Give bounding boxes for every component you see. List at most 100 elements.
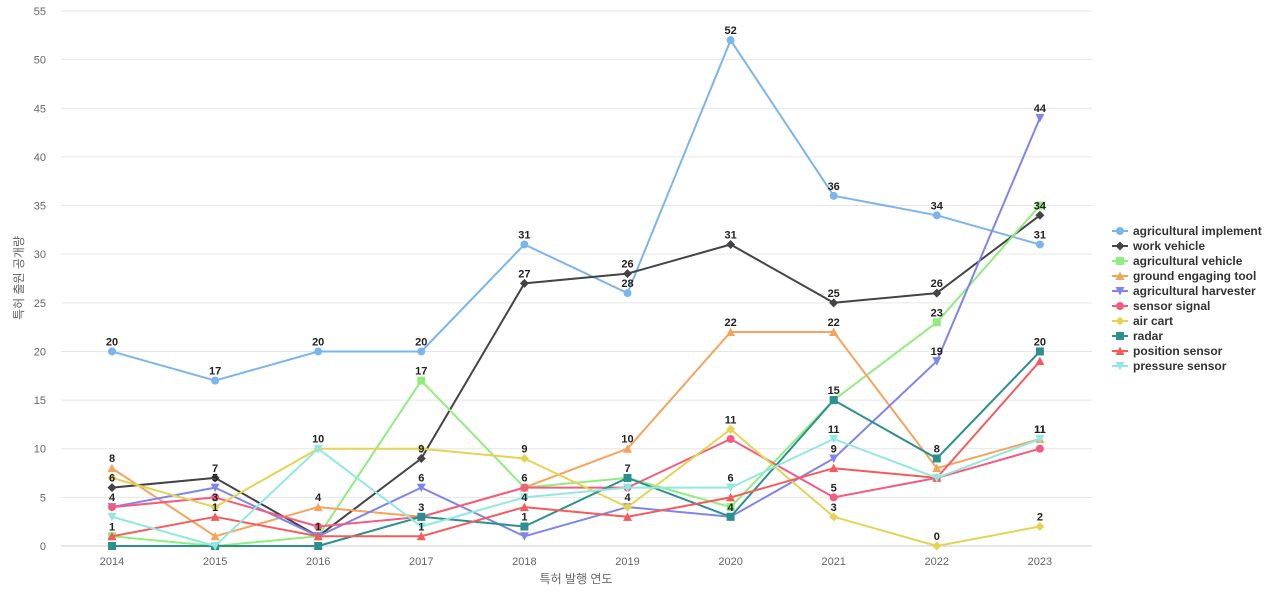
data-point [416,444,426,454]
data-label: 20 [106,336,118,348]
data-point [932,211,941,220]
y-axis-ticks: 0 5 10 15 20 25 30 35 40 45 50 55 [34,6,46,553]
data-point [520,240,529,249]
legend-marker [1116,227,1124,235]
data-label: 25 [828,288,840,300]
legend-item[interactable]: agricultural vehicle [1112,254,1243,268]
data-point [829,493,838,502]
data-point [108,347,116,356]
series-line [111,204,1041,547]
data-label: 7 [624,463,630,475]
data-point [726,492,736,502]
legend-item[interactable]: sensor signal [1112,299,1210,313]
data-label: 11 [828,424,840,436]
y-tick-label: 15 [34,395,46,407]
data-point [932,473,942,483]
x-axis-title: 특허 발행 연도 [540,571,613,586]
data-label: 4 [315,492,322,504]
legend-marker [1116,257,1124,265]
data-point [211,376,220,385]
data-point [623,444,632,453]
legend-item[interactable]: ground engaging tool [1112,269,1256,283]
data-point [726,239,736,249]
data-label: 22 [828,317,840,329]
data-point [829,327,839,336]
legend-item[interactable]: position sensor [1112,344,1223,358]
legend-item[interactable]: agricultural implement [1112,224,1262,238]
legend-item[interactable]: agricultural harvester [1112,284,1256,298]
data-point [210,531,220,541]
y-tick-label: 25 [34,298,46,310]
data-point [1035,210,1045,220]
series-group [107,36,1045,551]
y-tick-label: 5 [40,492,46,504]
series-line [111,438,1041,528]
data-label: 3 [212,492,218,504]
series-ground-engaging-tool [107,327,1045,541]
legend-item[interactable]: air cart [1112,314,1173,328]
data-label: 15 [828,385,840,397]
data-point [1035,240,1044,249]
data-point [829,298,839,308]
series-line [112,350,1041,547]
data-label: 8 [109,453,115,465]
legend-item[interactable]: work vehicle [1112,239,1205,253]
data-label: 1 [315,521,321,533]
data-point [1035,114,1045,123]
data-point [210,542,220,551]
data-point [519,502,529,512]
y-tick-label: 10 [34,444,46,456]
data-point [726,36,735,45]
legend-marker [1115,316,1125,326]
data-point [108,503,116,512]
data-point [726,435,735,443]
x-tick-label: 2015 [203,556,227,568]
series-agricultural-harvester [107,114,1045,541]
data-point [519,493,529,502]
y-tick-label: 40 [34,152,46,164]
data-point [726,503,735,512]
data-point [108,542,116,550]
data-point [313,531,323,541]
y-tick-label: 50 [34,55,46,67]
data-point [623,269,632,279]
data-point [314,347,323,356]
data-label: 20 [415,336,427,348]
x-tick-label: 2019 [615,556,639,568]
data-label: 0 [934,531,940,543]
data-point [623,502,632,512]
legend-label: ground engaging tool [1133,269,1256,283]
legend-marker [1115,271,1125,280]
legend-label: agricultural implement [1133,224,1262,238]
series-line [111,360,1041,538]
data-point [726,512,735,521]
data-label: 5 [831,482,837,494]
series-work-vehicle [107,210,1045,541]
data-point [623,483,632,493]
data-label: 17 [209,366,221,378]
legend-item[interactable]: pressure sensor [1112,359,1227,373]
data-label: 3 [831,502,837,514]
series-line [111,428,1041,547]
x-tick-label: 2014 [100,556,124,568]
data-point [829,463,839,473]
data-point [519,278,529,288]
data-label: 4 [109,492,116,504]
legend-item[interactable]: radar [1112,329,1163,343]
data-point [726,483,736,493]
series-line [111,331,1041,538]
legend-marker [1116,302,1124,310]
data-point [726,424,736,434]
data-point [1035,201,1044,210]
data-label: 22 [724,317,736,329]
data-label: 20 [312,336,324,348]
data-label: 9 [418,443,424,455]
x-tick-label: 2018 [512,556,536,568]
data-label: 1 [212,502,218,514]
data-label: 19 [931,346,943,358]
data-point [107,531,117,541]
data-point [210,512,220,521]
